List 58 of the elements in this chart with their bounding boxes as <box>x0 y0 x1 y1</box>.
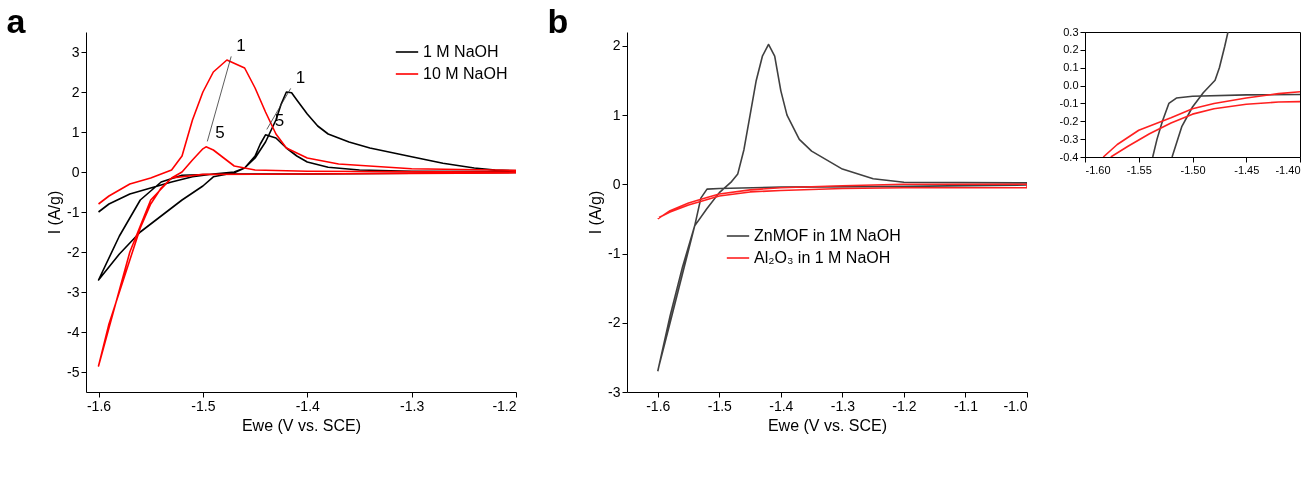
y-tick-label: -5 <box>67 363 80 380</box>
y-tick-label: -0.3 <box>1059 132 1079 145</box>
y-tick-label: 1 <box>71 123 80 140</box>
y-tick-label: 0.2 <box>1063 43 1079 56</box>
x-tick-label: -1.6 <box>646 397 671 414</box>
annotation: 1 <box>295 68 306 87</box>
y-tick-label: -2 <box>608 314 621 331</box>
y-tick-label: -0.2 <box>1059 114 1079 127</box>
y-tick-label: 0 <box>71 163 80 180</box>
legend-label: 1 M NaOH <box>423 43 499 60</box>
legend-label: Al₂O₃ in 1 M NaOH <box>754 249 891 266</box>
x-tick-label: -1.5 <box>707 397 733 414</box>
y-tick-label: -0.4 <box>1059 150 1079 163</box>
y-tick-label: 1 <box>612 106 621 123</box>
y-tick-label: 2 <box>612 37 621 54</box>
y-axis-title: I (A/g) <box>46 190 64 235</box>
annotation: 1 <box>236 36 246 55</box>
y-tick-label: 0.0 <box>1063 79 1079 92</box>
line-series <box>656 43 1027 373</box>
y-tick-label: -2 <box>67 243 80 260</box>
line-series <box>1110 100 1300 157</box>
x-tick-label: -1.45 <box>1234 163 1260 176</box>
x-tick-label: -1.4 <box>295 397 321 414</box>
annotation: 5 <box>215 122 225 142</box>
y-tick-label: -4 <box>67 323 80 340</box>
x-axis-title: Ewe (V vs. SCE) <box>767 416 888 434</box>
chart-title: b <box>547 2 569 40</box>
y-tick-label: 2 <box>71 83 80 100</box>
x-tick-label: -1.2 <box>892 397 917 414</box>
x-tick-label: -1.4 <box>769 397 794 414</box>
legend-label: ZnMOF in 1M NaOH <box>754 227 901 244</box>
x-tick-label: -1.60 <box>1085 163 1111 176</box>
legend-label: 10 M NaOH <box>423 65 508 82</box>
x-tick-label: -1.2 <box>492 397 517 414</box>
y-tick-label: 3 <box>71 43 80 60</box>
y-tick-label: 0 <box>612 175 621 192</box>
x-tick-label: -1.3 <box>400 397 425 414</box>
x-tick-label: -1.0 <box>1003 397 1028 414</box>
line-series <box>97 59 516 367</box>
line-series <box>656 183 1027 220</box>
x-tick-label: -1.6 <box>86 397 112 414</box>
x-tick-label: -1.50 <box>1180 163 1206 176</box>
x-tick-label: -1.40 <box>1275 163 1301 176</box>
x-tick-label: -1.3 <box>830 397 856 414</box>
x-tick-label: -1.55 <box>1126 163 1152 176</box>
y-tick-label: -3 <box>608 383 621 400</box>
y-tick-label: -1 <box>608 245 621 262</box>
y-tick-label: 0.1 <box>1063 61 1079 74</box>
y-tick-label: -0.1 <box>1059 96 1079 109</box>
y-tick-label: -3 <box>67 283 80 300</box>
x-tick-label: -1.1 <box>953 397 979 414</box>
chart-title: a <box>6 2 27 40</box>
y-tick-label: 0.3 <box>1063 25 1079 38</box>
y-tick-label: -1 <box>67 203 80 220</box>
x-tick-label: -1.5 <box>191 397 216 414</box>
line-series <box>1102 91 1300 157</box>
y-axis-title: I (A/g) <box>587 190 605 235</box>
x-axis-title: Ewe (V vs. SCE) <box>241 416 362 434</box>
